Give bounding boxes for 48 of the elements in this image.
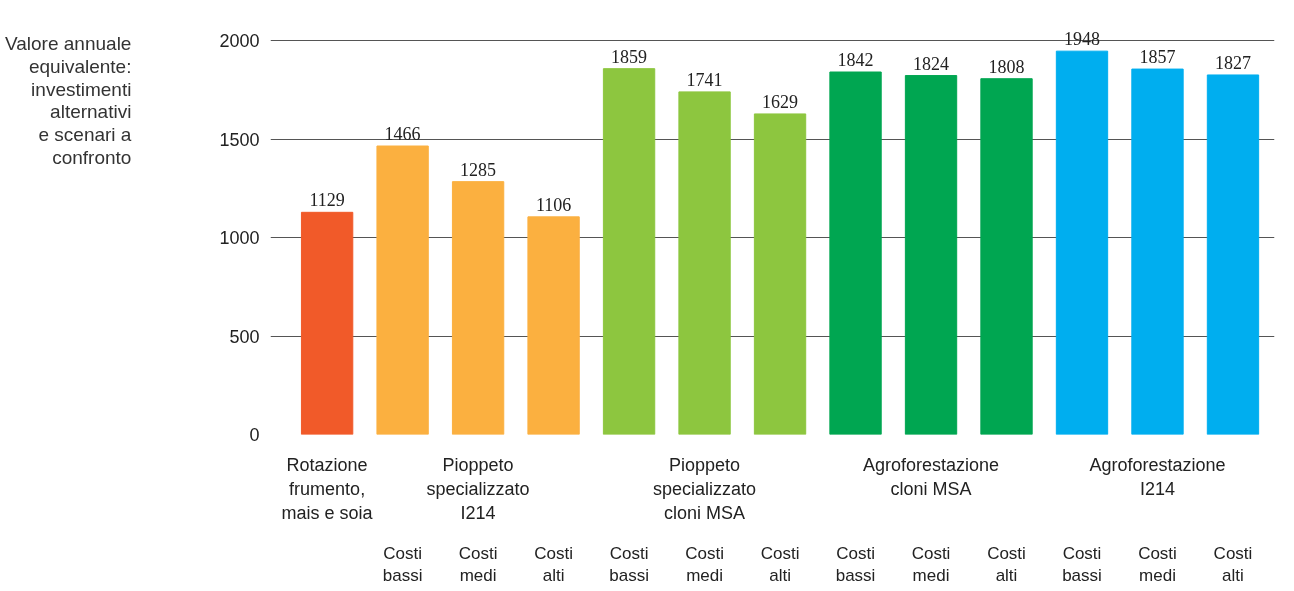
bar	[376, 145, 429, 435]
data-label: 1741	[686, 69, 723, 90]
x-tick-label: Costi alti	[760, 543, 800, 586]
y-tick-label: 1500	[219, 129, 260, 150]
data-label: 1857	[1139, 47, 1176, 68]
bar	[980, 78, 1033, 435]
bar	[829, 71, 882, 435]
x-tick-label: Costi alti	[534, 543, 573, 586]
x-tick-label: Costi bassi	[1062, 543, 1102, 586]
data-label: 1808	[988, 56, 1025, 77]
y-tick-label: 1000	[219, 228, 260, 249]
text: Valore annuale equivalente: investimenti alternativi e scenari a confronto	[5, 32, 132, 170]
x-tick-label: Costi medi	[911, 543, 951, 586]
x-tick-label: Costi bassi	[609, 543, 649, 586]
text: Pioppeto specializzato cloni MSA	[653, 454, 757, 523]
bar	[753, 113, 807, 435]
bar	[1206, 74, 1260, 435]
bar	[1131, 68, 1184, 435]
data-label: 1842	[837, 50, 874, 71]
text: Agroforestazione cloni MSA	[862, 454, 1000, 499]
bar	[1055, 50, 1109, 435]
x-tick-label: Costi medi	[1138, 543, 1177, 586]
x-tick-label: Costi bassi	[382, 543, 423, 586]
x-tick-label: Costi alti	[1213, 543, 1253, 586]
data-label: 1285	[460, 159, 497, 180]
y-tick-label: 2000	[219, 31, 260, 52]
x-tick-label: Costi bassi	[835, 543, 876, 586]
data-label: 1824	[913, 53, 950, 74]
data-label: 1859	[611, 46, 648, 67]
bar	[527, 216, 580, 435]
data-label: 1827	[1214, 52, 1251, 73]
x-tick-label: Costi medi	[458, 543, 498, 586]
bar	[300, 211, 354, 435]
bar	[451, 181, 505, 435]
y-tick-label: 500	[229, 326, 260, 347]
text: Pioppeto specializzato I214	[426, 454, 530, 523]
bar	[678, 91, 731, 435]
x-tick-label: Costi medi	[685, 543, 724, 586]
bar	[904, 75, 958, 435]
data-label: 1106	[535, 194, 572, 215]
x-tick-label: Rotazione frumento, mais e soia	[281, 454, 374, 523]
y-tick-label: 0	[249, 425, 260, 445]
bar	[602, 68, 656, 435]
data-label: 1129	[309, 190, 345, 211]
data-label: 1466	[384, 124, 421, 145]
text: Agroforestazione I214	[1089, 454, 1226, 499]
x-tick-label: Costi alti	[987, 543, 1026, 586]
data-label: 1629	[762, 91, 799, 112]
